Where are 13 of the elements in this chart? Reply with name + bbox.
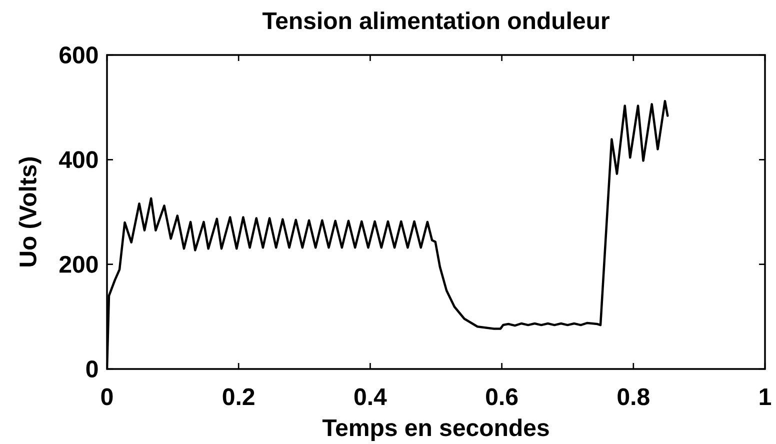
y-tick-label: 400 <box>59 151 98 168</box>
y-tick-label: 600 <box>60 46 98 64</box>
x-axis-title: Temps en secondes <box>322 418 549 441</box>
x-tick-label: 0.6 <box>486 388 518 406</box>
x-tick-label: 0 <box>101 388 113 406</box>
y-tick-label: 0 <box>86 360 98 378</box>
y-axis-title: Uo (Volts) <box>18 157 42 266</box>
x-tick-label: 0.8 <box>618 388 650 406</box>
y-tick-label: 200 <box>60 256 98 273</box>
x-tick-label: 0.4 <box>354 388 387 406</box>
chart-title: Tension alimentation onduleur <box>262 12 610 30</box>
x-tick-label: 0.2 <box>222 388 254 406</box>
x-tick-label: 1 <box>760 388 772 405</box>
